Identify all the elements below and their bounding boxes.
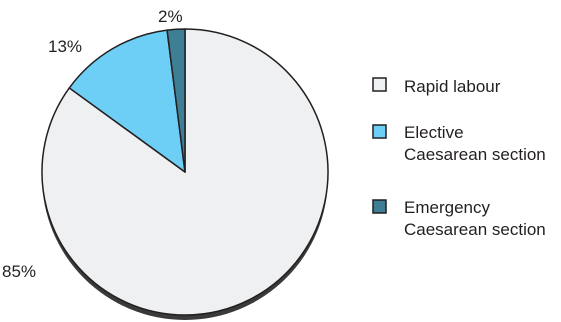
legend-item-emergency-caesarean-section: Emergency Caesarean section [372, 198, 546, 239]
pie-slices [41, 28, 329, 316]
legend-item-elective-caesarean-section: Elective Caesarean section [372, 123, 546, 164]
pie-labels: 85% 13% 2% [2, 7, 183, 281]
legend-swatch [372, 199, 387, 214]
pie-slice-emergency-caesarean-section [166, 28, 186, 173]
slice-label-13-percent: 13% [48, 37, 82, 56]
legend-swatch [372, 124, 387, 139]
legend-label: Caesarean section [404, 220, 546, 239]
legend-label: Emergency [404, 198, 490, 217]
slice-label-2-percent: 2% [158, 7, 183, 26]
legend-label: Rapid labour [404, 77, 501, 96]
legend-item-rapid-labour: Rapid labour [372, 77, 501, 96]
legend-label: Caesarean section [404, 145, 546, 164]
pie-slice-elective-caesarean-section [68, 29, 186, 173]
legend-swatch [372, 77, 387, 92]
legend-label: Elective [404, 123, 464, 142]
slice-label-85-percent: 85% [2, 262, 36, 281]
